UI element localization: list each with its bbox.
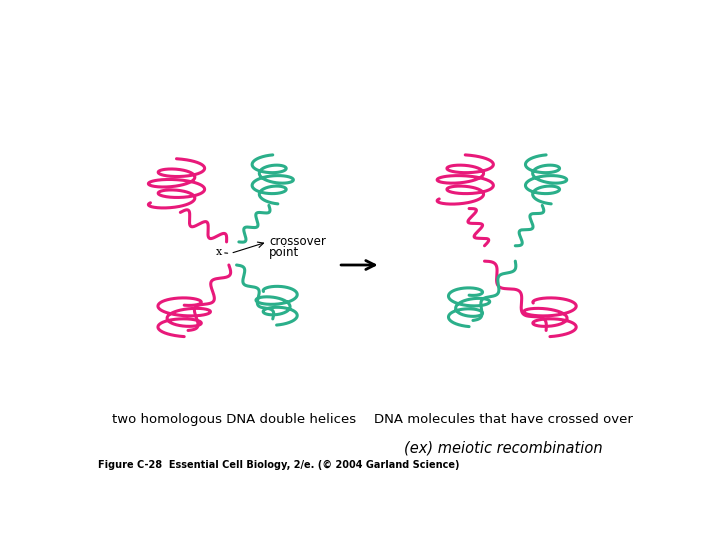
- Text: Figure C-28  Essential Cell Biology, 2/e. (© 2004 Garland Science): Figure C-28 Essential Cell Biology, 2/e.…: [98, 460, 459, 470]
- Text: two homologous DNA double helices: two homologous DNA double helices: [112, 413, 356, 426]
- Text: (ex) meiotic recombination: (ex) meiotic recombination: [405, 441, 603, 456]
- Text: DNA molecules that have crossed over: DNA molecules that have crossed over: [374, 413, 633, 426]
- Text: x: x: [216, 247, 222, 257]
- Text: point: point: [269, 246, 299, 259]
- Text: crossover: crossover: [269, 235, 325, 248]
